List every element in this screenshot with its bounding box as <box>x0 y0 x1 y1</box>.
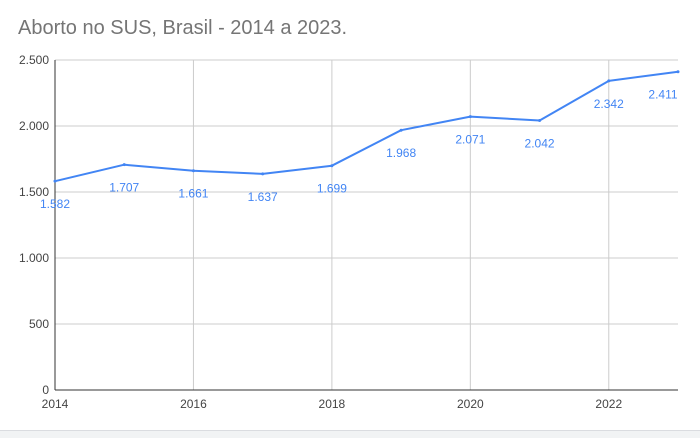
series-line <box>54 70 679 183</box>
sheet-grid-strip <box>0 430 700 438</box>
x-tick-label: 2018 <box>319 397 346 411</box>
data-label: 1.707 <box>109 181 139 195</box>
data-labels: 1.582 1.707 1.661 1.637 1.699 1.968 2.071 2.042… <box>40 88 678 211</box>
y-tick-label: 500 <box>29 317 49 331</box>
data-point <box>676 70 680 74</box>
data-label: 1.661 <box>178 187 208 201</box>
data-point <box>53 179 57 183</box>
data-point <box>261 172 265 176</box>
data-point <box>538 118 542 122</box>
data-point <box>330 164 334 168</box>
data-label: 2.342 <box>594 97 624 111</box>
grid-lines <box>55 59 678 390</box>
data-label: 1.637 <box>248 190 278 204</box>
data-point <box>191 169 195 173</box>
tick-labels: 0 500 1.000 1.500 2.000 2.500 2014 2016 2018 2020… <box>19 53 622 411</box>
data-label: 1.699 <box>317 182 347 196</box>
data-label: 2.411 <box>648 88 677 102</box>
x-tick-label: 2020 <box>457 397 484 411</box>
data-label: 2.042 <box>525 136 555 150</box>
y-tick-label: 1.000 <box>19 251 49 265</box>
data-label: 1.582 <box>40 197 70 211</box>
axes <box>54 60 678 391</box>
data-point <box>607 79 611 83</box>
y-tick-label: 0 <box>42 383 49 397</box>
y-tick-label: 2.000 <box>19 119 49 133</box>
y-tick-label: 1.500 <box>19 185 49 199</box>
y-tick-label: 2.500 <box>19 53 49 67</box>
chart-title: Aborto no SUS, Brasil - 2014 a 2023. <box>18 17 348 39</box>
data-point <box>122 163 126 167</box>
data-label: 2.071 <box>455 133 485 147</box>
x-tick-label: 2016 <box>180 397 207 411</box>
data-point <box>399 128 403 132</box>
data-point <box>468 115 472 119</box>
x-tick-label: 2022 <box>595 397 622 411</box>
x-tick-label: 2014 <box>42 397 69 411</box>
series-line-group <box>53 70 680 183</box>
data-label: 1.968 <box>386 146 416 160</box>
